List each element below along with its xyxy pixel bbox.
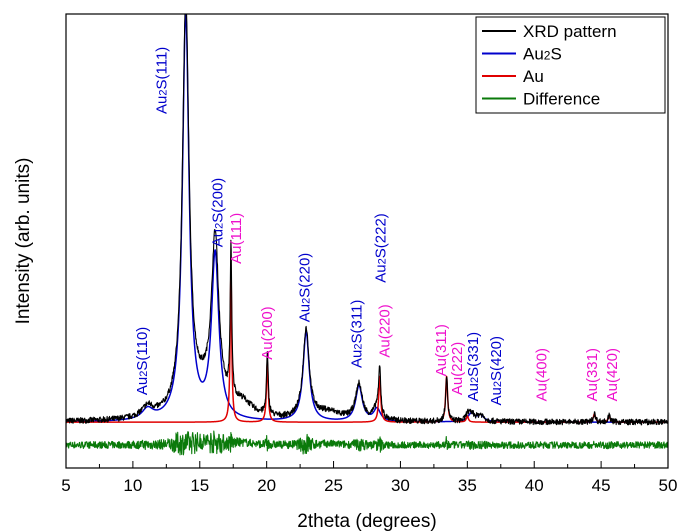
- x-tick-label: 35: [458, 476, 477, 495]
- legend-entry-label: Au: [523, 67, 544, 86]
- x-tick-label: 30: [391, 476, 410, 495]
- peak-label: Au(400): [533, 348, 550, 401]
- x-tick-label: 15: [190, 476, 209, 495]
- peak-label: Au2S(331): [465, 332, 482, 402]
- peak-label: Au2S(311): [349, 300, 366, 368]
- legend-entry-label: Au2S: [523, 45, 562, 64]
- peak-label: Au2S(420): [488, 336, 505, 406]
- au-series-line: [66, 270, 668, 423]
- x-tick-label: 40: [525, 476, 544, 495]
- legend-box: [475, 16, 666, 114]
- difference-series-line: [66, 430, 668, 456]
- x-tick-label: 5: [61, 476, 70, 495]
- peak-label: Au(331): [584, 348, 601, 401]
- legend-entry-label: Difference: [523, 90, 600, 109]
- peak-label: Au(220): [377, 304, 394, 357]
- peak-label: Au(420): [604, 348, 621, 401]
- peak-label: Au(200): [259, 306, 276, 359]
- y-axis-label: Intensity (arb. units): [13, 158, 34, 325]
- x-tick-label: 20: [257, 476, 276, 495]
- legend-entry-label: XRD pattern: [523, 22, 617, 41]
- x-tick-label: 10: [123, 476, 142, 495]
- peak-label: Au2S(111): [153, 47, 170, 114]
- xrd-pattern-series-line: [66, 14, 668, 426]
- x-tick-label: 50: [659, 476, 678, 495]
- x-tick-label: 45: [592, 476, 611, 495]
- peak-label: Au(222): [449, 342, 466, 395]
- peak-label: Au2S(220): [297, 253, 314, 323]
- peak-label: Au2S(200): [210, 178, 227, 248]
- peak-label: Au2S(110): [134, 327, 151, 395]
- x-tick-label: 25: [324, 476, 343, 495]
- peak-label: Au(311): [433, 324, 450, 376]
- peak-label: Au2S(222): [373, 213, 390, 283]
- x-axis-label: 2theta (degrees): [297, 511, 436, 531]
- peak-label: Au(111): [228, 213, 245, 264]
- legend: XRD pattern Au2S Au Difference: [475, 16, 666, 114]
